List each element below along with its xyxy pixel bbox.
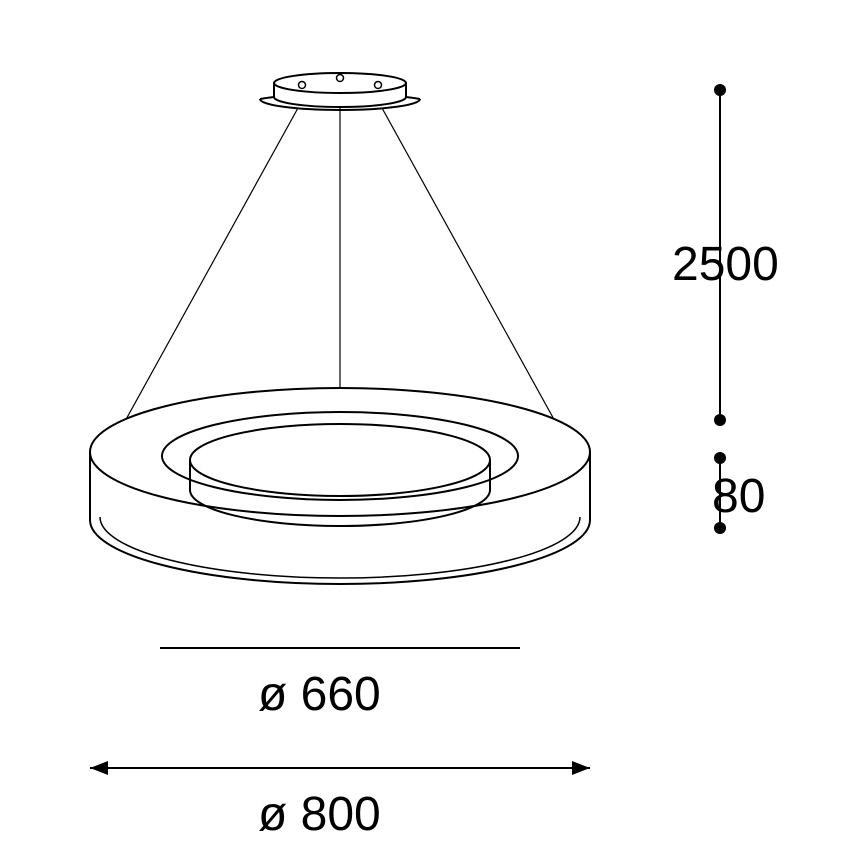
- dim-outer-dia-label: ø 800: [258, 788, 381, 841]
- dim-ringh-dot-top: [714, 452, 726, 464]
- dim-ringh-dot-bot: [714, 522, 726, 534]
- dim-drop-dot-bot: [714, 414, 726, 426]
- dim-drop-label: 2500: [672, 238, 779, 291]
- dim-drop-dot-top: [714, 84, 726, 96]
- dim-inner-dia-label: ø 660: [258, 668, 381, 721]
- dim-ringh-label: 80: [712, 470, 765, 523]
- canopy-base-left: [260, 97, 274, 99]
- dim-outer-dia-arrow-l: [90, 761, 108, 775]
- ring-outer-bottom: [90, 520, 590, 584]
- canopy-base-right: [406, 97, 420, 99]
- canopy-plate-top: [274, 73, 406, 93]
- dim-outer-dia-arrow-r: [572, 761, 590, 775]
- ring-aperture-top: [190, 424, 490, 496]
